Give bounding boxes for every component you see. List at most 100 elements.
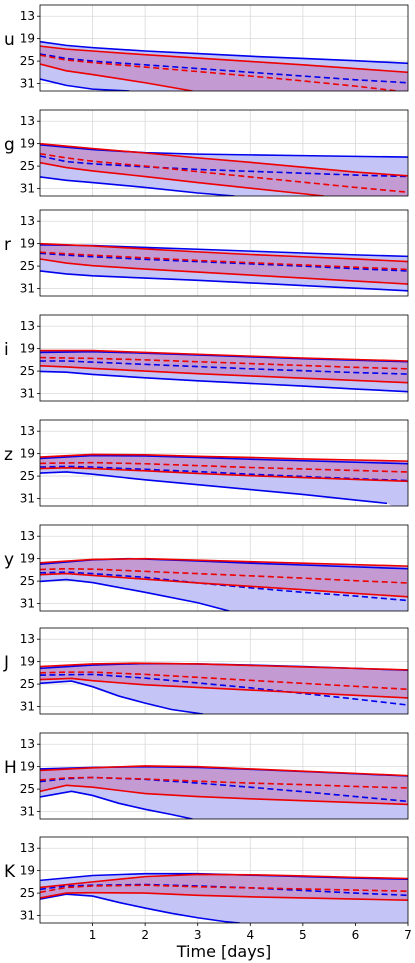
y-tick-label: 25 [20, 54, 35, 68]
band-label: J [3, 653, 9, 673]
y-tick-label: 19 [20, 447, 35, 461]
y-tick-label: 13 [20, 319, 35, 333]
series-blue-solid-1 [40, 790, 193, 819]
x-tick-label: 2 [141, 928, 149, 942]
band-fill-overlap_fill [40, 46, 408, 91]
series-blue-dashed-2 [40, 465, 408, 482]
series-blue-dashed-2 [40, 53, 408, 84]
x-axis: 1 2 3 4 5 6 7 Time [days] [89, 923, 412, 961]
panel-i: 13 19 25 31 i [4, 314, 409, 402]
series-red-dashed-5 [40, 54, 398, 91]
panel-z: 13 19 25 31 z [4, 419, 409, 507]
y-tick-label: 13 [20, 737, 35, 751]
series-blue-dashed-2 [40, 155, 408, 178]
series-red-solid-3 [40, 45, 408, 74]
panel-u: 13 19 25 31 u [4, 4, 409, 92]
x-tick-label: 3 [194, 928, 202, 942]
series-red-solid-4 [40, 63, 193, 91]
series-blue-solid-1 [40, 893, 240, 923]
y-tick-label: 25 [20, 259, 35, 273]
panel-frame [39, 4, 409, 92]
series-blue-solid-0 [40, 40, 408, 65]
plot-area [40, 453, 408, 506]
panel-frame [39, 314, 409, 402]
plot-area [40, 872, 408, 923]
series-red-solid-4 [40, 891, 408, 901]
y-tick-label: 25 [20, 574, 35, 588]
panel-frame [39, 836, 409, 924]
series-red-solid-3 [40, 453, 408, 462]
panel-frame [39, 732, 409, 820]
series-red-dashed-5 [40, 884, 408, 894]
x-tick-label: 7 [404, 928, 412, 942]
series-red-solid-3 [40, 349, 408, 362]
y-tick-label: 31 [20, 909, 35, 923]
series-red-dashed-5 [40, 152, 408, 194]
series-red-solid-3 [40, 242, 408, 263]
plot-area [40, 765, 408, 819]
band-label: g [4, 135, 15, 155]
y-tick-label: 13 [20, 9, 35, 23]
series-red-dashed-5 [40, 356, 408, 370]
y-tick-label: 19 [20, 32, 35, 46]
series-blue-dashed-2 [40, 673, 408, 706]
series-red-solid-3 [40, 765, 408, 777]
panel-frame [39, 109, 409, 197]
y-tick-label: 19 [20, 137, 35, 151]
series-red-solid-4 [40, 161, 324, 196]
y-tick-label: 31 [20, 597, 35, 611]
y-tick-label: 31 [20, 492, 35, 506]
series-red-dashed-5 [40, 776, 408, 789]
y-tick-label: 13 [20, 529, 35, 543]
panel-frame [39, 209, 409, 297]
y-tick-label: 25 [20, 159, 35, 173]
panel-frame [39, 627, 409, 715]
band-label: i [4, 340, 9, 360]
panel-frame [39, 524, 409, 612]
series-blue-solid-1 [40, 176, 235, 196]
x-tick-label: 1 [89, 928, 97, 942]
band-label: z [4, 445, 13, 465]
y-tick-label: 31 [20, 282, 35, 296]
y-tick-label: 13 [20, 424, 35, 438]
band-label: H [4, 758, 17, 778]
series-blue-solid-1 [40, 471, 388, 505]
panel-H: 13 19 25 31 H [4, 732, 409, 820]
y-tick-label: 25 [20, 677, 35, 691]
series-blue-solid-0 [40, 143, 408, 158]
series-blue-solid-1 [40, 270, 408, 292]
y-tick-label: 13 [20, 214, 35, 228]
series-blue-solid-1 [40, 78, 130, 91]
x-tick-label: 6 [352, 928, 360, 942]
series-red-solid-3 [40, 662, 408, 671]
plot-area [40, 349, 408, 393]
y-tick-label: 31 [20, 805, 35, 819]
series-red-solid-4 [40, 467, 408, 483]
plot-area [40, 40, 408, 91]
series-blue-solid-0 [40, 454, 408, 465]
band-label: r [4, 235, 11, 255]
band-label: K [4, 862, 16, 882]
series-red-solid-4 [40, 572, 408, 598]
band-label: u [4, 30, 15, 50]
series-blue-dashed-2 [40, 883, 408, 897]
x-tick-label: 5 [299, 928, 307, 942]
series-blue-solid-1 [40, 680, 204, 714]
plot-area [40, 557, 408, 611]
y-tick-label: 19 [20, 552, 35, 566]
series-red-solid-4 [40, 258, 408, 285]
y-tick-label: 31 [20, 182, 35, 196]
series-red-dashed-5 [40, 251, 408, 271]
y-tick-label: 13 [20, 114, 35, 128]
y-tick-label: 31 [20, 387, 35, 401]
x-axis-label: Time [days] [176, 942, 272, 961]
y-tick-label: 31 [20, 700, 35, 714]
y-tick-label: 25 [20, 886, 35, 900]
plot-area [40, 662, 408, 714]
series-red-dashed-5 [40, 671, 408, 691]
series-red-solid-3 [40, 873, 408, 889]
series-blue-dashed-2 [40, 252, 408, 272]
y-tick-label: 19 [20, 760, 35, 774]
series-red-solid-3 [40, 142, 408, 177]
series-red-dashed-5 [40, 461, 408, 473]
